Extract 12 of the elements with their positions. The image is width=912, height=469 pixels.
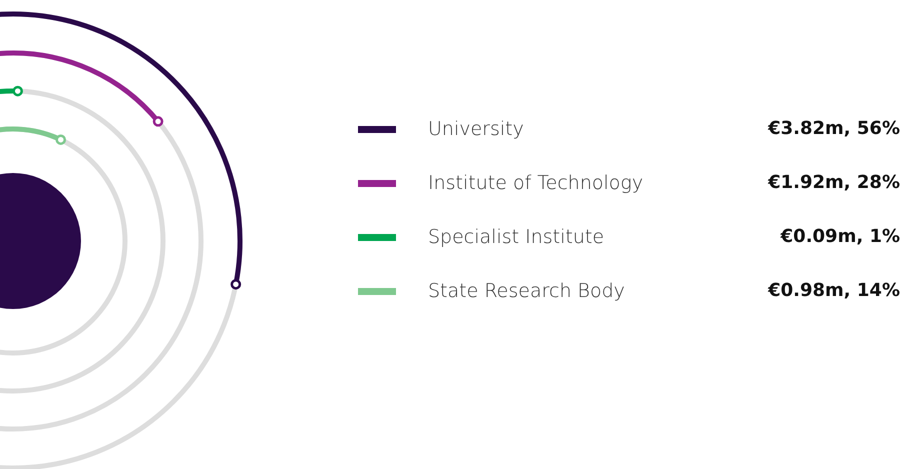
category-label: Specialist Institute <box>428 226 604 248</box>
category-label: University <box>428 118 524 140</box>
category-label: State Research Body <box>428 280 625 302</box>
data-label: €3.82m, <box>768 118 851 139</box>
category-label: Institute of Technology <box>428 172 644 194</box>
data-label: €1.92m, <box>768 172 851 193</box>
data-label: €0.98m, <box>768 280 851 301</box>
data-label: €0.09m, <box>780 226 864 247</box>
data-label: 14% <box>856 280 900 301</box>
data-label: 56% <box>856 118 900 139</box>
data-label: 28% <box>856 172 900 193</box>
data-label: 1% <box>868 226 900 247</box>
